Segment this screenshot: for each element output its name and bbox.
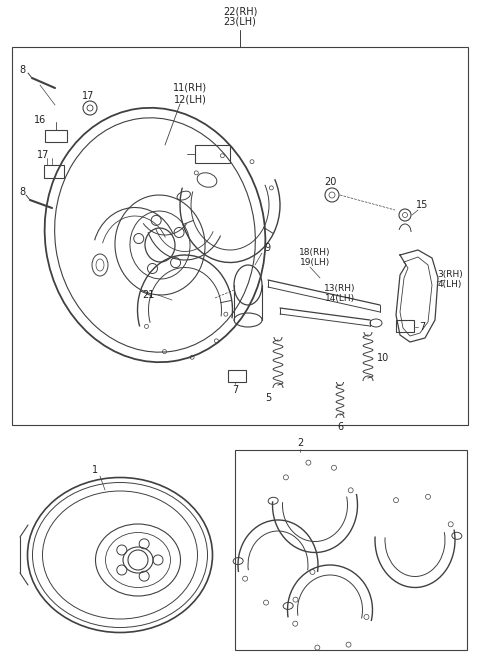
Text: 1: 1 bbox=[92, 465, 98, 475]
Text: 5: 5 bbox=[265, 393, 271, 403]
Text: 8: 8 bbox=[19, 187, 25, 197]
Text: 13(RH): 13(RH) bbox=[324, 284, 356, 293]
Bar bbox=[12, 47, 468, 425]
Text: 3(RH): 3(RH) bbox=[437, 270, 463, 280]
Text: 9: 9 bbox=[264, 243, 270, 253]
Bar bbox=[195, 145, 230, 163]
Text: 15: 15 bbox=[416, 200, 428, 210]
Text: 8: 8 bbox=[19, 65, 25, 75]
Text: 14(LH): 14(LH) bbox=[325, 293, 355, 303]
Text: 19(LH): 19(LH) bbox=[300, 258, 330, 268]
Text: 10: 10 bbox=[377, 353, 389, 363]
Text: 11(RH): 11(RH) bbox=[173, 83, 207, 93]
Bar bbox=[396, 320, 414, 332]
Bar bbox=[235, 450, 467, 650]
Bar bbox=[228, 370, 246, 382]
Text: 20: 20 bbox=[324, 177, 336, 187]
Bar bbox=[45, 130, 67, 142]
Text: 21: 21 bbox=[142, 290, 154, 300]
Text: 16: 16 bbox=[34, 115, 46, 125]
Text: 22(RH): 22(RH) bbox=[223, 7, 257, 17]
Text: 7: 7 bbox=[419, 322, 425, 332]
Text: 17: 17 bbox=[82, 91, 94, 101]
Text: 4(LH): 4(LH) bbox=[438, 280, 462, 290]
Text: 6: 6 bbox=[337, 422, 343, 432]
Text: 18(RH): 18(RH) bbox=[299, 249, 331, 258]
Text: 17: 17 bbox=[37, 150, 49, 160]
Bar bbox=[44, 165, 64, 178]
Text: 7: 7 bbox=[232, 385, 238, 395]
Text: 2: 2 bbox=[297, 438, 303, 448]
Text: 12(LH): 12(LH) bbox=[174, 94, 206, 104]
Text: 23(LH): 23(LH) bbox=[224, 17, 256, 27]
